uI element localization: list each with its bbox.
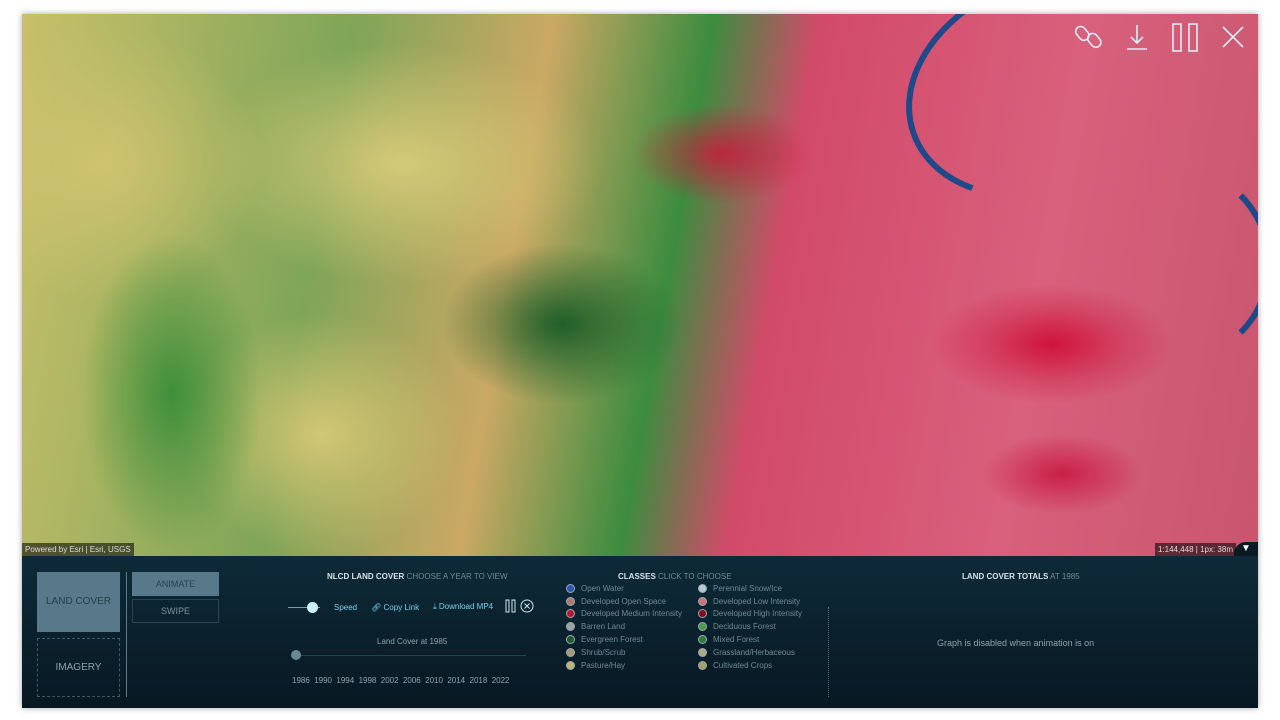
- class-label: Grassland/Herbaceous: [713, 648, 795, 658]
- year-tick[interactable]: 1994: [336, 676, 355, 685]
- tab-swipe[interactable]: SWIPE: [132, 599, 219, 623]
- app-window: Powered by Esri | Esri, USGS 1:144,448 |…: [22, 14, 1258, 708]
- class-color-swatch: [566, 622, 575, 632]
- class-label: Evergreen Forest: [581, 635, 643, 645]
- class-item[interactable]: Grassland/Herbaceous: [698, 648, 828, 658]
- graph-disabled-message: Graph is disabled when animation is on: [937, 638, 1095, 648]
- tab-imagery[interactable]: IMAGERY: [37, 638, 120, 697]
- class-label: Pasture/Hay: [581, 661, 626, 670]
- copy-link-button[interactable]: 🔗︎ Copy Link: [371, 603, 419, 612]
- class-label: Cultivated Crops: [713, 661, 773, 670]
- download-label: Download MP4: [438, 602, 494, 611]
- class-color-swatch: [698, 661, 707, 670]
- class-item[interactable]: Open Water: [566, 583, 698, 593]
- year-tick[interactable]: 1986: [292, 676, 310, 685]
- close-icon[interactable]: [1218, 22, 1248, 52]
- class-color-swatch: [566, 609, 575, 619]
- class-item[interactable]: Developed Medium Intensity: [566, 609, 698, 619]
- class-item[interactable]: Pasture/Hay: [566, 661, 698, 670]
- totals-title: LAND COVER TOTALS: [962, 572, 1049, 581]
- class-item[interactable]: Mixed Forest: [698, 635, 828, 645]
- collapse-panel-button[interactable]: ▼: [1234, 542, 1258, 556]
- class-label: Developed Medium Intensity: [581, 609, 682, 619]
- classes-header: CLASSES CLICK TO CHOOSE: [618, 572, 732, 581]
- year-tick[interactable]: 2018: [469, 676, 488, 685]
- class-label: Barren Land: [581, 622, 626, 632]
- class-label: Deciduous Forest: [713, 622, 776, 632]
- divider: [828, 607, 829, 697]
- class-item[interactable]: Deciduous Forest: [698, 622, 828, 632]
- class-color-swatch: [698, 583, 707, 593]
- class-color-swatch: [698, 648, 707, 658]
- timeline-header: NLCD LAND COVER CHOOSE A YEAR TO VIEW: [327, 572, 508, 581]
- class-color-swatch: [566, 635, 575, 645]
- year-ticks: 1986 1990 1994 1998 2002 2006 2010 2014 2018 2022: [292, 676, 509, 685]
- class-item[interactable]: Developed High Intensity: [698, 609, 828, 619]
- map-attribution: Powered by Esri | Esri, USGS: [22, 543, 134, 556]
- year-tick[interactable]: 2014: [447, 676, 466, 685]
- speed-slider[interactable]: [288, 601, 320, 613]
- class-item[interactable]: Cultivated Crops: [698, 661, 828, 670]
- pause-icon[interactable]: [505, 599, 517, 615]
- class-color-swatch: [566, 583, 575, 593]
- year-tick[interactable]: 2002: [380, 676, 399, 685]
- speed-label: Speed: [334, 602, 358, 612]
- land-cover-map[interactable]: Powered by Esri | Esri, USGS 1:144,448 |…: [22, 14, 1258, 556]
- class-list: Open Water Perennial Snow/Ice Developed Op…: [566, 583, 828, 670]
- year-tick[interactable]: 2010: [425, 676, 443, 685]
- class-item[interactable]: Developed Low Intensity: [698, 596, 828, 606]
- class-item[interactable]: Evergreen Forest: [566, 635, 698, 645]
- class-item[interactable]: Barren Land: [566, 622, 698, 632]
- year-slider-handle[interactable]: [291, 650, 301, 660]
- download-mp4-button[interactable]: ⤓ Download MP4: [433, 602, 493, 612]
- year-tick[interactable]: 2022: [491, 676, 510, 685]
- class-item[interactable]: Perennial Snow/Ice: [698, 583, 828, 593]
- class-item[interactable]: Shrub/Scrub: [566, 648, 698, 658]
- totals-subtitle: AT 1985: [1050, 572, 1080, 581]
- timeline-title: NLCD LAND COVER: [327, 572, 405, 581]
- class-label: Perennial Snow/Ice: [713, 583, 782, 593]
- tab-land-cover[interactable]: LAND COVER: [37, 572, 120, 632]
- class-item[interactable]: Developed Open Space: [566, 596, 698, 606]
- class-label: Mixed Forest: [713, 635, 760, 645]
- class-color-swatch: [566, 648, 575, 658]
- speed-slider-handle[interactable]: [307, 601, 318, 613]
- year-tick[interactable]: 1998: [358, 676, 377, 685]
- class-label: Shrub/Scrub: [581, 648, 626, 658]
- year-slider-track[interactable]: [296, 655, 526, 656]
- class-label: Developed Low Intensity: [713, 596, 801, 606]
- divider: [126, 572, 127, 697]
- river: [1072, 164, 1258, 364]
- classes-subtitle: CLICK TO CHOOSE: [658, 572, 732, 581]
- tab-animate[interactable]: ANIMATE: [132, 572, 219, 596]
- link-icon: 🔗︎: [371, 602, 384, 612]
- link-icon[interactable]: [1074, 22, 1104, 52]
- class-label: Developed High Intensity: [713, 609, 802, 619]
- bottom-panel: LAND COVER IMAGERY ANIMATE SWIPE NLCD LA…: [22, 556, 1258, 708]
- class-label: Open Water: [581, 583, 624, 593]
- class-color-swatch: [698, 609, 707, 619]
- class-color-swatch: [698, 635, 707, 645]
- download-icon: ⤓: [433, 602, 439, 611]
- year-tick[interactable]: 1990: [314, 676, 332, 685]
- timeline-subtitle: CHOOSE A YEAR TO VIEW: [406, 572, 508, 581]
- totals-header: LAND COVER TOTALS AT 1985: [962, 572, 1080, 581]
- copy-link-label: Copy Link: [383, 602, 420, 612]
- class-color-swatch: [566, 596, 575, 606]
- year-tick[interactable]: 2006: [402, 676, 421, 685]
- stop-animation-icon[interactable]: [520, 599, 534, 615]
- class-label: Developed Open Space: [581, 596, 666, 606]
- map-scale: 1:144,448 | 1px: 38m: [1154, 543, 1236, 556]
- class-color-swatch: [566, 661, 575, 670]
- class-color-swatch: [698, 596, 707, 606]
- download-icon[interactable]: [1122, 22, 1152, 52]
- classes-title: CLASSES: [618, 572, 656, 581]
- current-year-label: Land Cover at 1985: [377, 637, 448, 646]
- class-color-swatch: [698, 622, 707, 632]
- pause-icon[interactable]: [1170, 22, 1200, 52]
